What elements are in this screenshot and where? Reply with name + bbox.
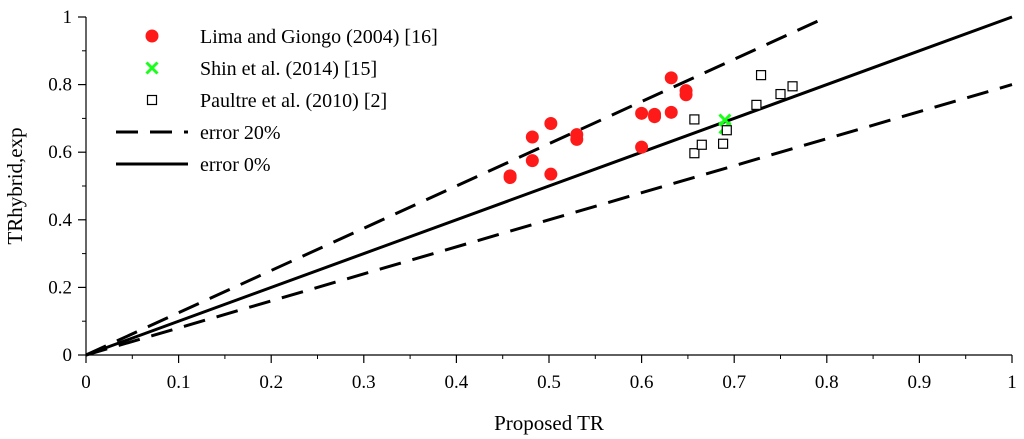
error-0-line — [85, 15, 1013, 357]
legend-lima-marker — [145, 29, 159, 43]
y-tick-label: 0.2 — [48, 277, 72, 298]
paultre-point — [751, 99, 762, 110]
y-tick-label: 0.4 — [48, 210, 72, 231]
lima-point — [570, 128, 584, 142]
x-tick-label: 0.5 — [537, 372, 561, 393]
axis-ticks: 0 0.1 0.2 0.3 0.4 0.5 0.6 0.7 0.8 0.9 1 0 0.2 0.4 0.6 0… — [48, 7, 1017, 393]
legend-label: Shin et al. (2014) [15] — [200, 58, 377, 80]
paultre-point — [689, 114, 700, 125]
x-tick-label: 0.2 — [259, 372, 283, 393]
lima-point — [525, 154, 539, 168]
paultre-point — [721, 125, 732, 136]
x-tick-label: 0.6 — [630, 372, 654, 393]
lima-point — [525, 130, 539, 144]
legend-label: Paultre et al. (2010) [2] — [200, 90, 387, 112]
paultre-point — [775, 88, 786, 100]
y-axis-title: TRhybrid,exp — [3, 127, 27, 244]
x-tick-label: 0.4 — [445, 372, 469, 393]
paultre-point — [717, 138, 729, 149]
legend-paultre-marker — [146, 94, 158, 106]
lima-point — [648, 107, 662, 121]
lima-point — [679, 84, 693, 98]
y-tick-label: 1 — [63, 7, 73, 28]
legend-shin-marker — [145, 61, 159, 75]
paultre-point — [755, 70, 767, 81]
reference-lines — [85, 15, 1013, 357]
lima-point — [635, 140, 649, 154]
paultre-point — [696, 139, 707, 150]
legend-label: Lima and Giongo (2004) [16] — [200, 26, 438, 48]
error-20-line — [85, 15, 828, 357]
x-tick-label: 0.1 — [167, 372, 191, 393]
data-points — [503, 70, 798, 185]
lima-point — [544, 167, 558, 181]
y-tick-label: 0.8 — [48, 75, 72, 96]
paultre-point — [787, 81, 798, 92]
lima-point — [664, 105, 678, 119]
legend-label: error 20% — [200, 122, 281, 144]
lima-point — [635, 106, 649, 120]
x-tick-label: 0.7 — [722, 372, 746, 393]
lima-point — [664, 71, 678, 85]
x-tick-label: 0 — [81, 372, 91, 393]
x-axis-title: Proposed TR — [494, 411, 604, 435]
x-stroke — [145, 61, 159, 75]
x-tick-label: 0.8 — [815, 372, 839, 393]
legend-label: error 0% — [200, 154, 271, 176]
y-tick-label: 0.6 — [48, 142, 72, 163]
y-tick-label: 0 — [63, 345, 73, 366]
x-tick-label: 0.3 — [352, 372, 376, 393]
x-tick-label: 0.9 — [908, 372, 932, 393]
lima-point — [503, 169, 517, 183]
error-20-line — [85, 83, 1013, 357]
legend: Lima and Giongo (2004) [16] Shin et al. (… — [116, 26, 438, 176]
lima-point — [544, 116, 558, 130]
paultre-point — [689, 148, 700, 159]
x-tick-label: 1 — [1007, 372, 1017, 393]
